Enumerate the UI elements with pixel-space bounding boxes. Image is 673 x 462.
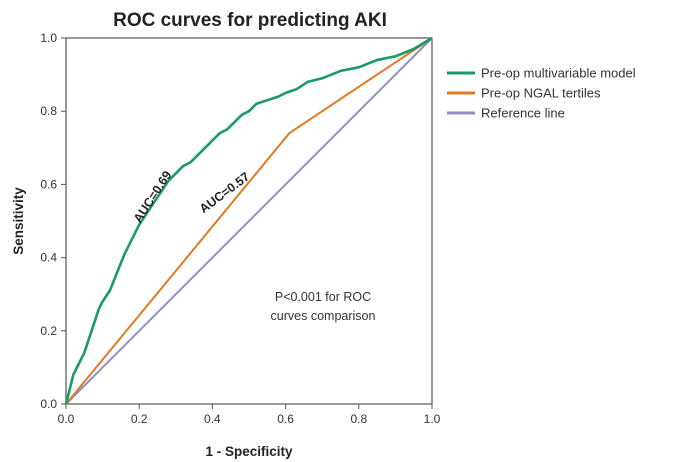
y-tick-label-2: 0.4 [40, 251, 57, 265]
p-value-line-1: P<0.001 for ROC [275, 290, 371, 304]
axis-ticks: 0.0 0.2 0.4 0.6 0.8 1.0 0.0 0.2 0.4 0.6 0.8 1.0 [40, 31, 440, 426]
legend-label-0: Pre-op multivariable model [481, 66, 636, 81]
auc-model-label: AUC=0.69 [131, 168, 175, 225]
y-tick-label-4: 0.8 [40, 104, 57, 118]
x-tick-label-2: 0.4 [204, 412, 221, 426]
series-lines [64, 36, 433, 405]
y-axis-title: Sensitivity [11, 187, 26, 255]
series-line-1 [65, 37, 433, 405]
x-tick-label-0: 0.0 [58, 412, 75, 426]
y-tick-label-3: 0.6 [40, 177, 57, 191]
chart-title: ROC curves for predicting AKI [113, 10, 387, 31]
legend-label-1: Pre-op NGAL tertiles [481, 86, 601, 101]
p-value-line-2: curves comparison [271, 309, 376, 323]
plot-frame [65, 37, 433, 405]
y-tick-label-0: 0.0 [40, 397, 57, 411]
x-tick-label-1: 0.2 [131, 412, 148, 426]
legend-label-2: Reference line [481, 106, 565, 121]
series-line-2 [65, 37, 433, 405]
x-tick-label-4: 0.8 [350, 412, 367, 426]
x-tick-label-3: 0.6 [277, 412, 294, 426]
series-line-0 [64, 36, 433, 405]
plot-area: 0.0 0.2 0.4 0.6 0.8 1.0 0.0 0.2 0.4 0.6 0.8 1.0 [40, 31, 440, 426]
y-tick-label-1: 0.2 [40, 324, 57, 338]
x-tick-label-5: 1.0 [424, 412, 441, 426]
auc-ngal-label: AUC=0.57 [197, 170, 252, 217]
y-tick-label-5: 1.0 [40, 31, 57, 45]
legend: Pre-op multivariable model Pre-op NGAL te… [447, 66, 636, 121]
x-axis-title: 1 - Specificity [205, 444, 293, 459]
